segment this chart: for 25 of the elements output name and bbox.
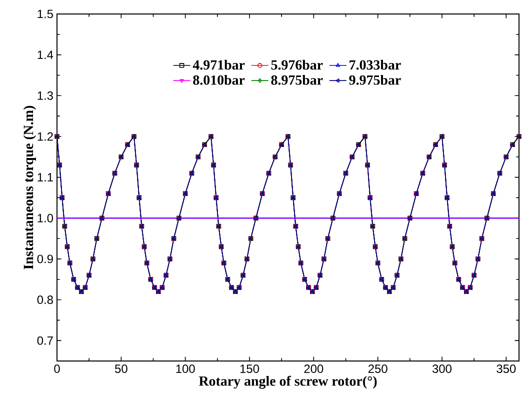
y-tick-label: 1.2 xyxy=(38,132,53,141)
y-tick-label: 1.5 xyxy=(38,10,53,18)
y-tick-label: 1.3 xyxy=(38,91,53,100)
x-tick-label: 350 xyxy=(496,364,516,373)
legend-label: 9.975bar xyxy=(349,74,401,85)
y-tick-label: 0.8 xyxy=(37,296,53,304)
y-tick-label: 1.0 xyxy=(38,214,54,222)
x-tick-label: 200 xyxy=(304,364,324,373)
legend-label: 5.976bar xyxy=(271,60,323,70)
legend-label: 7.033bar xyxy=(350,60,401,70)
legend-label: 8.010bar xyxy=(193,74,245,85)
x-tick-label: 0 xyxy=(54,364,60,373)
x-tick-label: 250 xyxy=(368,364,388,373)
y-tick-label: 0.9 xyxy=(37,254,53,264)
x-tick-label: 150 xyxy=(240,364,260,373)
legend-label: 8.975bar xyxy=(271,74,323,85)
legend-label: 4.971bar xyxy=(192,60,245,70)
y-tick-label: 1.4 xyxy=(38,50,54,59)
y-axis-title: Instantaneous torque (N.m) xyxy=(23,106,36,270)
x-axis-title: Rotary angle of screw rotor(°) xyxy=(198,376,377,389)
x-tick-label: 300 xyxy=(432,364,452,373)
y-tick-label: 0.7 xyxy=(37,336,53,345)
y-tick-label: 1.1 xyxy=(38,173,53,182)
x-tick-label: 100 xyxy=(176,364,195,373)
x-tick-label: 50 xyxy=(115,364,128,373)
